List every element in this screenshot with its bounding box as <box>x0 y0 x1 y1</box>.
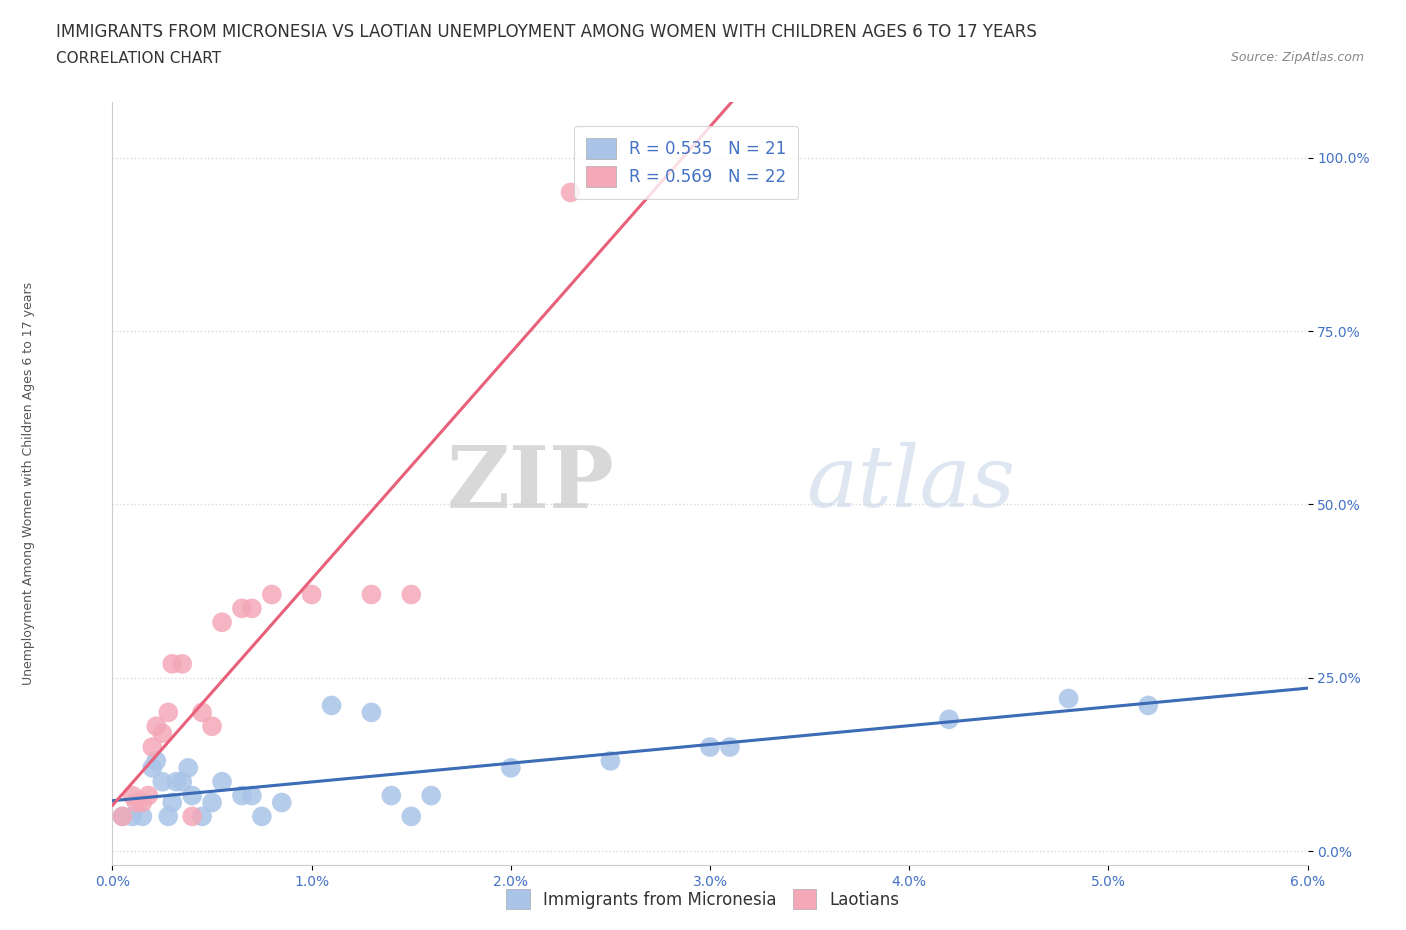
Point <box>401 587 423 602</box>
Point <box>201 719 224 734</box>
Point <box>380 788 402 803</box>
Text: Unemployment Among Women with Children Ages 6 to 17 years: Unemployment Among Women with Children A… <box>22 282 35 685</box>
Point <box>157 705 180 720</box>
Point <box>138 788 160 803</box>
Text: IMMIGRANTS FROM MICRONESIA VS LAOTIAN UNEMPLOYMENT AMONG WOMEN WITH CHILDREN AGE: IMMIGRANTS FROM MICRONESIA VS LAOTIAN UN… <box>56 23 1038 41</box>
Point <box>145 719 167 734</box>
Point <box>270 795 292 810</box>
Point <box>260 587 283 602</box>
Text: CORRELATION CHART: CORRELATION CHART <box>56 51 221 66</box>
Point <box>165 775 187 790</box>
Point <box>231 601 253 616</box>
Point <box>1057 691 1080 706</box>
Point <box>231 788 253 803</box>
Text: Source: ZipAtlas.com: Source: ZipAtlas.com <box>1230 51 1364 64</box>
Point <box>131 795 153 810</box>
Point <box>121 788 143 803</box>
Point <box>157 809 180 824</box>
Point <box>111 809 134 824</box>
Point <box>360 705 382 720</box>
Point <box>162 657 183 671</box>
Point <box>499 761 522 776</box>
Point <box>718 739 741 754</box>
Point <box>250 809 273 824</box>
Point <box>172 775 194 790</box>
Text: atlas: atlas <box>806 443 1015 525</box>
Point <box>150 775 173 790</box>
Point <box>699 739 721 754</box>
Legend: Immigrants from Micronesia, Laotians: Immigrants from Micronesia, Laotians <box>498 881 908 917</box>
Point <box>240 601 263 616</box>
Point <box>938 711 960 726</box>
Point <box>145 753 167 768</box>
Text: ZIP: ZIP <box>447 442 614 525</box>
Point <box>125 795 148 810</box>
Point <box>181 809 204 824</box>
Point <box>177 761 200 776</box>
Point <box>401 809 423 824</box>
Point <box>150 725 173 740</box>
Point <box>162 795 183 810</box>
Point <box>420 788 443 803</box>
Point <box>111 809 134 824</box>
Point <box>141 739 163 754</box>
Point <box>201 795 224 810</box>
Point <box>121 809 143 824</box>
Point <box>191 809 214 824</box>
Point <box>360 587 382 602</box>
Point <box>560 185 582 200</box>
Point <box>131 809 153 824</box>
Point <box>599 753 621 768</box>
Legend: R = 0.535   N = 21, R = 0.569   N = 22: R = 0.535 N = 21, R = 0.569 N = 22 <box>574 126 799 199</box>
Point <box>191 705 214 720</box>
Point <box>321 698 343 713</box>
Point <box>181 788 204 803</box>
Point <box>1137 698 1160 713</box>
Point <box>211 775 233 790</box>
Point <box>141 761 163 776</box>
Point <box>240 788 263 803</box>
Point <box>211 615 233 630</box>
Point <box>172 657 194 671</box>
Point <box>301 587 323 602</box>
